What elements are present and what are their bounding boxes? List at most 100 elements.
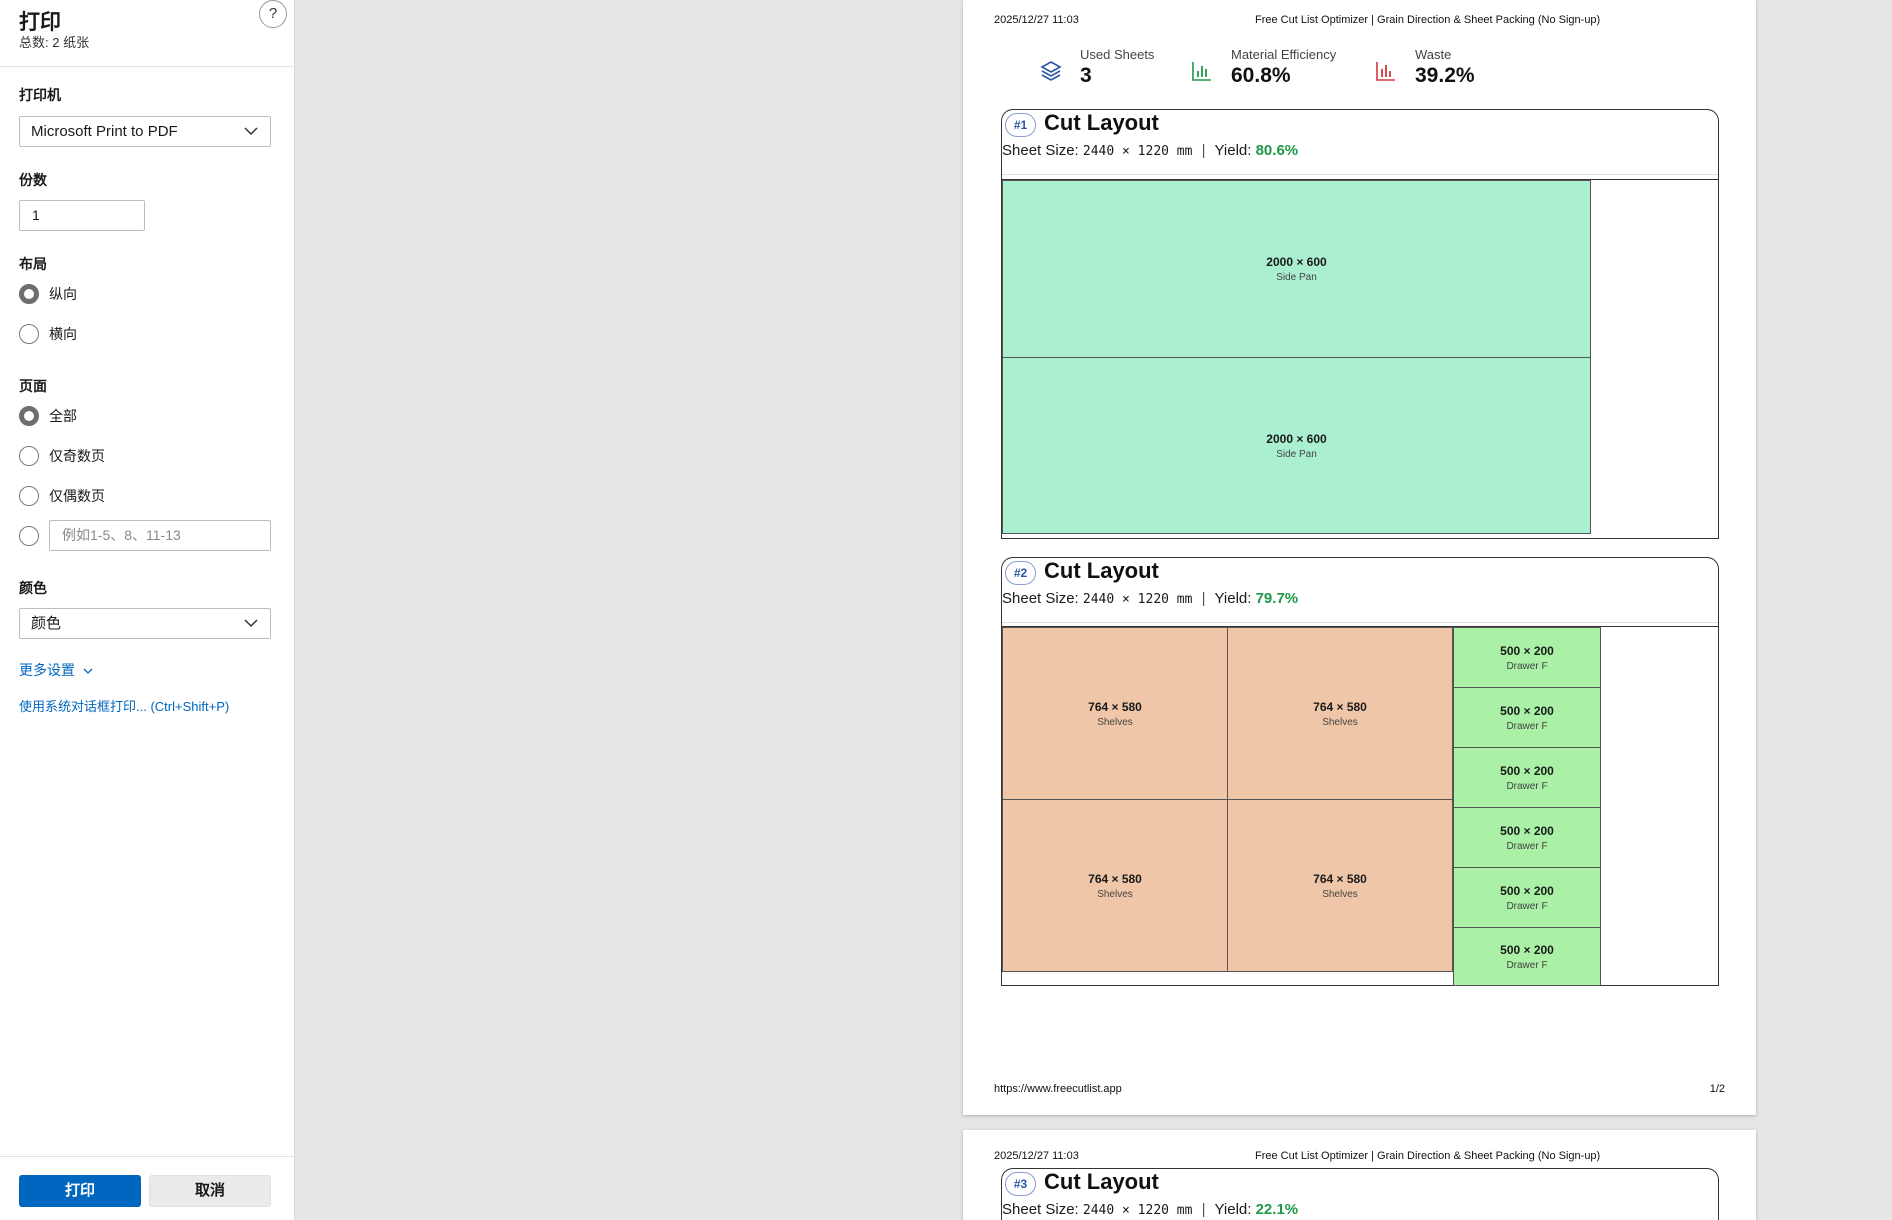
part-dimensions: 764 × 580 bbox=[1088, 699, 1142, 714]
page-header-date: 2025/12/27 11:03 bbox=[994, 14, 1079, 26]
stat-label: Waste bbox=[1415, 47, 1452, 62]
sheet-diagram: 2000 × 600 Side Pan 2000 × 600 Side Pan bbox=[1001, 179, 1719, 539]
sheet-number-badge: #1 bbox=[1005, 113, 1036, 137]
sheet-number-badge: #3 bbox=[1005, 1172, 1036, 1196]
part-name: Drawer F bbox=[1506, 720, 1548, 732]
cancel-button[interactable]: 取消 bbox=[149, 1175, 271, 1207]
cut-part: 500 × 200 Drawer F bbox=[1453, 627, 1601, 688]
part-dimensions: 500 × 200 bbox=[1500, 942, 1554, 957]
radio-pages-odd[interactable] bbox=[19, 446, 39, 466]
color-select-value: 颜色 bbox=[31, 615, 62, 632]
yield-label: Yield: bbox=[1214, 142, 1252, 159]
part-dimensions: 500 × 200 bbox=[1500, 823, 1554, 838]
radio-pages-all[interactable] bbox=[19, 406, 39, 426]
stat-material-efficiency: Material Efficiency 60.8% bbox=[1191, 47, 1336, 88]
pages-even-option[interactable]: 仅偶数页 bbox=[19, 485, 105, 507]
print-settings-panel: 打印 总数: 2 纸张 ? 打印机 Microsoft Print to PDF… bbox=[0, 0, 295, 1220]
page-header-title: Free Cut List Optimizer | Grain Directio… bbox=[1255, 14, 1601, 26]
cut-part: 764 × 580 Shelves bbox=[1227, 799, 1453, 972]
copies-input[interactable]: 1 bbox=[19, 200, 145, 231]
more-settings-link[interactable]: 更多设置 bbox=[19, 660, 93, 680]
card-title: Cut Layout bbox=[1044, 558, 1159, 583]
part-name: Drawer F bbox=[1506, 900, 1548, 912]
printer-select[interactable]: Microsoft Print to PDF bbox=[19, 116, 271, 147]
cut-part: 500 × 200 Drawer F bbox=[1453, 807, 1601, 868]
sheet-number-badge: #2 bbox=[1005, 561, 1036, 585]
radio-pages-even[interactable] bbox=[19, 486, 39, 506]
card-subtitle: Sheet Size: 2440 × 1220 mm | Yield: 79.7… bbox=[1002, 590, 1298, 607]
part-name: Shelves bbox=[1322, 888, 1358, 900]
part-dimensions: 500 × 200 bbox=[1500, 763, 1554, 778]
pages-custom-option[interactable] bbox=[19, 525, 39, 547]
part-dimensions: 2000 × 600 bbox=[1266, 431, 1327, 446]
panel-title: 打印 bbox=[19, 11, 61, 34]
card-subtitle: Sheet Size: 2440 × 1220 mm | Yield: 22.1… bbox=[1002, 1201, 1298, 1218]
cut-part: 500 × 200 Drawer F bbox=[1453, 687, 1601, 748]
radio-portrait[interactable] bbox=[19, 284, 39, 304]
page-header-date: 2025/12/27 11:03 bbox=[994, 1150, 1079, 1162]
part-name: Side Pan bbox=[1276, 272, 1317, 283]
page-header-title: Free Cut List Optimizer | Grain Directio… bbox=[1255, 1150, 1601, 1162]
sheet-size-label: Sheet Size: bbox=[1002, 142, 1079, 159]
yield-value: 79.7% bbox=[1255, 590, 1299, 607]
separator: | bbox=[1201, 1201, 1206, 1218]
divider bbox=[1002, 174, 1718, 175]
divider bbox=[1002, 622, 1718, 623]
radio-pages-custom[interactable] bbox=[19, 526, 39, 546]
pages-odd-option[interactable]: 仅奇数页 bbox=[19, 445, 105, 467]
print-button[interactable]: 打印 bbox=[19, 1175, 141, 1207]
pages-all-label: 全部 bbox=[49, 408, 77, 424]
system-dialog-link[interactable]: 使用系统对话框打印... (Ctrl+Shift+P) bbox=[19, 699, 230, 714]
stat-used-sheets: Used Sheets 3 bbox=[1040, 47, 1154, 88]
chevron-down-icon bbox=[83, 668, 93, 674]
stat-label: Material Efficiency bbox=[1231, 47, 1337, 62]
cut-layout-card: #3 Cut Layout Sheet Size: 2440 × 1220 mm… bbox=[1001, 1168, 1719, 1220]
cut-layout-card: #2 Cut Layout Sheet Size: 2440 × 1220 mm… bbox=[1001, 557, 1719, 627]
part-name: Drawer F bbox=[1506, 660, 1548, 672]
divider bbox=[0, 1156, 295, 1157]
part-dimensions: 500 × 200 bbox=[1500, 643, 1554, 658]
page-footer-number: 1/2 bbox=[1709, 1083, 1725, 1095]
part-name: Shelves bbox=[1097, 716, 1133, 728]
card-title: Cut Layout bbox=[1044, 1169, 1159, 1194]
stat-label: Used Sheets bbox=[1080, 47, 1155, 62]
cut-part: 500 × 200 Drawer F bbox=[1453, 927, 1601, 986]
radio-landscape[interactable] bbox=[19, 324, 39, 344]
cut-part: 2000 × 600 Side Pan bbox=[1002, 180, 1591, 358]
layout-landscape-option[interactable]: 横向 bbox=[19, 323, 77, 345]
part-dimensions: 2000 × 600 bbox=[1266, 255, 1327, 269]
cut-part: 500 × 200 Drawer F bbox=[1453, 747, 1601, 808]
part-dimensions: 764 × 580 bbox=[1313, 699, 1367, 714]
chevron-down-icon bbox=[244, 127, 258, 136]
more-settings-label: 更多设置 bbox=[19, 662, 75, 678]
printer-select-value: Microsoft Print to PDF bbox=[31, 123, 178, 140]
cut-part: 2000 × 600 Side Pan bbox=[1002, 357, 1591, 534]
chevron-down-icon bbox=[244, 619, 258, 628]
separator: | bbox=[1201, 590, 1206, 607]
part-dimensions: 764 × 580 bbox=[1313, 871, 1367, 886]
sheet-diagram: 764 × 580 Shelves 764 × 580 Shelves 764 … bbox=[1001, 626, 1719, 986]
part-dimensions: 500 × 200 bbox=[1500, 703, 1554, 718]
sheet-size-value: 2440 × 1220 mm bbox=[1082, 592, 1193, 607]
color-select[interactable]: 颜色 bbox=[19, 608, 271, 639]
color-label: 颜色 bbox=[19, 580, 47, 596]
page-footer-url: https://www.freecutlist.app bbox=[994, 1083, 1122, 1095]
total-sheets: 总数: 2 纸张 bbox=[19, 35, 90, 50]
stat-waste: Waste 39.2% bbox=[1375, 47, 1475, 88]
part-name: Drawer F bbox=[1506, 780, 1548, 792]
cut-part: 764 × 580 Shelves bbox=[1002, 799, 1228, 972]
help-button[interactable]: ? bbox=[259, 0, 287, 28]
yield-value: 22.1% bbox=[1255, 1201, 1299, 1218]
yield-label: Yield: bbox=[1214, 1201, 1252, 1218]
pages-custom-input[interactable]: 例如1-5、8、11-13 bbox=[49, 520, 271, 551]
copies-label: 份数 bbox=[19, 172, 47, 188]
sheet-size-value: 2440 × 1220 mm bbox=[1082, 144, 1193, 159]
layout-portrait-option[interactable]: 纵向 bbox=[19, 283, 77, 305]
bar-chart-icon bbox=[1376, 62, 1395, 81]
printer-label: 打印机 bbox=[19, 87, 61, 103]
cut-part: 500 × 200 Drawer F bbox=[1453, 867, 1601, 928]
card-title: Cut Layout bbox=[1044, 110, 1159, 135]
cut-layout-card: #1 Cut Layout Sheet Size: 2440 × 1220 mm… bbox=[1001, 109, 1719, 179]
bar-chart-icon bbox=[1192, 62, 1211, 81]
pages-all-option[interactable]: 全部 bbox=[19, 405, 77, 427]
